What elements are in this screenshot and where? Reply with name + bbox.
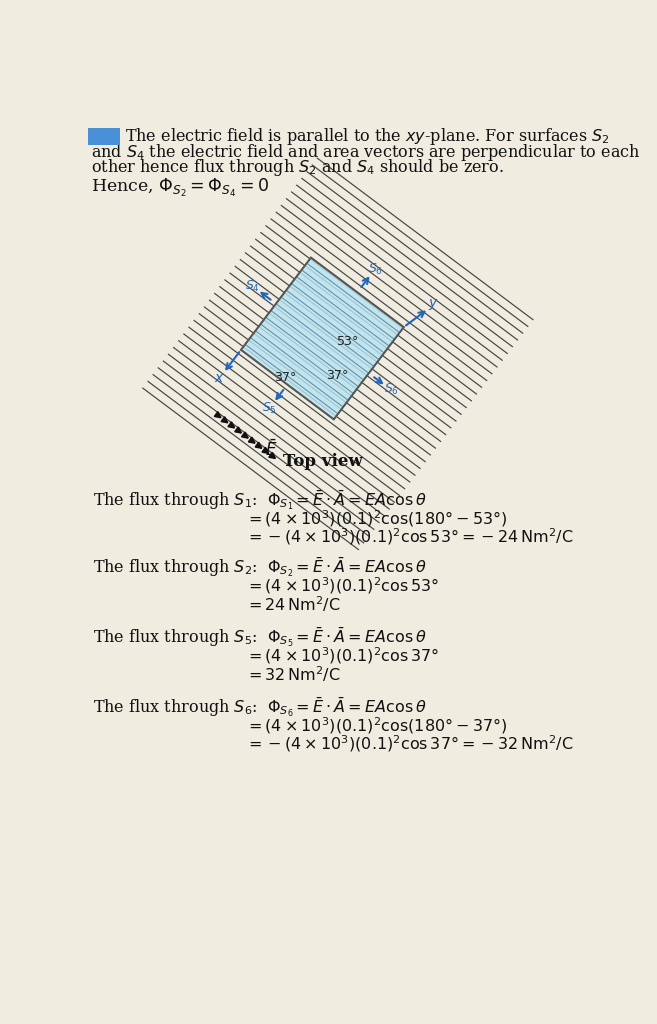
Text: $= (4\times10^3)(0.1)^2\cos 37°$: $= (4\times10^3)(0.1)^2\cos 37°$ [245,645,439,666]
Text: $= (4\times10^3)(0.1)^2\cos(180° - 37°)$: $= (4\times10^3)(0.1)^2\cos(180° - 37°)$ [245,716,507,736]
Text: $S_6$: $S_6$ [368,261,382,276]
Text: $S_4$: $S_4$ [245,279,260,294]
Text: $= -(4\times10^3)(0.1)^2\cos 53° = -24\,\mathrm{Nm}^2/\mathrm{C}$: $= -(4\times10^3)(0.1)^2\cos 53° = -24\,… [245,526,574,548]
Text: $37°$: $37°$ [327,369,350,382]
Text: The electric field is parallel to the $xy$-plane. For surfaces $S_2$: The electric field is parallel to the $x… [125,126,609,147]
FancyBboxPatch shape [87,128,120,145]
Text: $= (4\times10^3)(0.1)^2\cos(180° - 53°)$: $= (4\times10^3)(0.1)^2\cos(180° - 53°)$ [245,508,507,529]
Text: $S_6$: $S_6$ [384,382,399,397]
Text: $x$: $x$ [214,371,225,385]
Text: Top view: Top view [283,454,362,470]
Text: $= -(4\times10^3)(0.1)^2\cos 37° = -32\,\mathrm{Nm}^2/\mathrm{C}$: $= -(4\times10^3)(0.1)^2\cos 37° = -32\,… [245,734,574,755]
Polygon shape [241,258,404,420]
Text: The flux through $S_2$:  $\Phi_{S_2} = \bar{E}\cdot\bar{A} = EA\cos\theta$: The flux through $S_2$: $\Phi_{S_2} = \b… [93,555,426,579]
Text: The flux through $S_1$:  $\Phi_{S_1} = \bar{E}\cdot\bar{A} = EA\cos\theta$: The flux through $S_1$: $\Phi_{S_1} = \b… [93,488,426,512]
Text: $= 24\,\mathrm{Nm}^2/\mathrm{C}$: $= 24\,\mathrm{Nm}^2/\mathrm{C}$ [245,594,340,613]
Text: The flux through $S_5$:  $\Phi_{S_5} = \bar{E}\cdot\bar{A} = EA\cos\theta$: The flux through $S_5$: $\Phi_{S_5} = \b… [93,625,426,649]
Text: $S_5$: $S_5$ [262,400,277,416]
Text: $= (4\times10^3)(0.1)^2\cos 53°$: $= (4\times10^3)(0.1)^2\cos 53°$ [245,574,439,596]
Text: $y$: $y$ [428,297,439,312]
Text: Hence, $\Phi_{S_2} = \Phi_{S_4} = 0$: Hence, $\Phi_{S_2} = \Phi_{S_4} = 0$ [91,177,269,200]
Text: $\bar{E}$: $\bar{E}$ [265,439,278,460]
Text: other hence flux through $S_2$ and $S_4$ should be zero.: other hence flux through $S_2$ and $S_4$… [91,157,505,178]
Text: Sol.: Sol. [87,130,121,145]
Text: $53°$: $53°$ [336,335,359,347]
Text: $37°$: $37°$ [275,371,298,384]
Text: and $S_4$ the electric field and area vectors are perpendicular to each: and $S_4$ the electric field and area ve… [91,141,641,163]
Text: $= 32\,\mathrm{Nm}^2/\mathrm{C}$: $= 32\,\mathrm{Nm}^2/\mathrm{C}$ [245,664,340,684]
Text: The flux through $S_6$:  $\Phi_{S_6} = \bar{E}\cdot\bar{A} = EA\cos\theta$: The flux through $S_6$: $\Phi_{S_6} = \b… [93,695,426,719]
